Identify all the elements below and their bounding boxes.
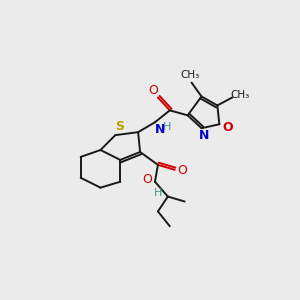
Text: O: O <box>148 84 158 97</box>
Text: N: N <box>155 123 165 136</box>
Text: S: S <box>115 120 124 133</box>
Text: O: O <box>142 173 152 186</box>
Text: O: O <box>222 121 232 134</box>
Text: CH₃: CH₃ <box>230 89 250 100</box>
Text: N: N <box>199 129 210 142</box>
Text: O: O <box>177 164 187 177</box>
Text: H: H <box>154 188 162 198</box>
Text: CH₃: CH₃ <box>180 70 199 80</box>
Text: H: H <box>163 122 171 132</box>
